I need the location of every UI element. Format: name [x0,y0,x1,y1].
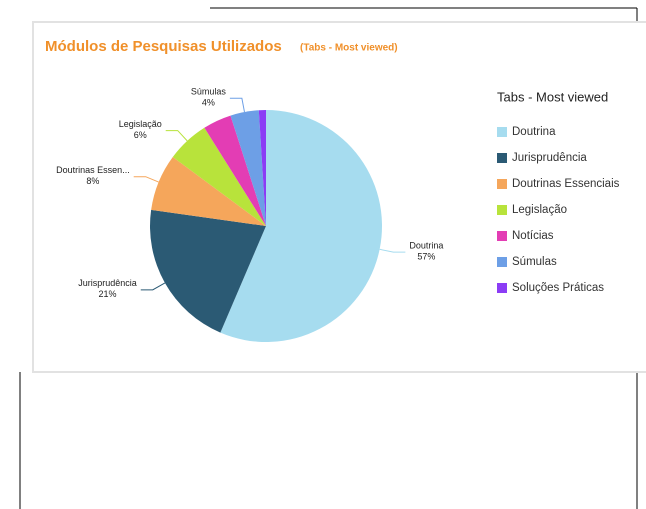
chart-subtitle: (Tabs - Most viewed) [300,43,398,54]
slice-label: Jurisprudência [78,278,137,288]
leader-line [379,248,406,253]
pie-slice [220,110,382,343]
pie-slice [172,127,266,226]
leader-line [140,282,166,291]
legend-swatch [497,257,507,267]
data-label: 57% [417,251,435,261]
legend-label: Súmulas [512,256,557,268]
legend-label: Legislação [512,204,567,216]
leader-line [165,130,188,142]
pie-slice [258,110,266,226]
legend-label: Soluções Práticas [512,282,604,294]
pie-slice [230,110,266,226]
legend-swatch [497,231,507,241]
slice-label: Doutrinas Essen... [56,165,130,175]
legend-swatch [497,283,507,293]
chart-title: Módulos de Pesquisas Utilizados [45,38,282,55]
legend-swatch [497,127,507,137]
legend-label: Notícias [512,230,554,242]
pie-slice [150,209,266,333]
leader-line [229,97,245,113]
slice-label: Doutrina [409,240,443,250]
data-label: 6% [134,130,147,140]
legend-swatch [497,153,507,163]
data-label: 21% [98,289,116,299]
leader-line [133,176,159,183]
legend: Doutrina Jurisprudência Doutrinas Essencia… [497,126,620,294]
legend-swatch [497,179,507,189]
legend-label: Jurisprudência [512,152,587,164]
pie-slice [204,115,266,226]
slice-label: Legislação [119,119,162,129]
legend-swatch [497,205,507,215]
legend-label: Doutrinas Essenciais [512,178,620,190]
slice-label: Súmulas [191,87,227,97]
legend-title: Tabs - Most viewed [497,89,608,104]
data-label: 4% [202,98,215,108]
pie-slice [151,156,266,226]
data-label: 8% [86,176,99,186]
legend-label: Doutrina [512,126,556,138]
